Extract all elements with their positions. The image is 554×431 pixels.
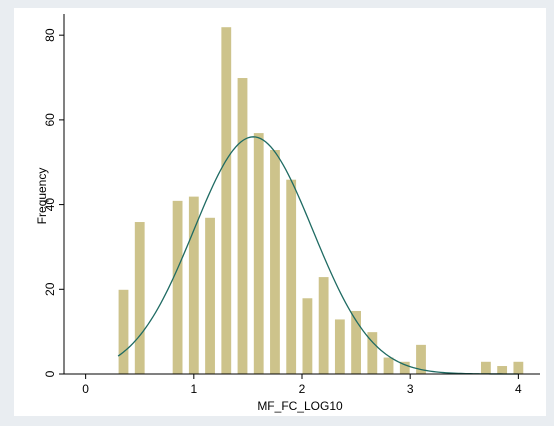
x-tick-label: 1 [190, 382, 197, 396]
normal-density-curve [117, 136, 519, 375]
y-tick-label: 20 [43, 282, 57, 296]
y-tick-label: 80 [43, 28, 57, 42]
x-axis-label: MF_FC_LOG10 [257, 399, 343, 413]
histogram-bar [480, 360, 492, 375]
histogram-bar [301, 297, 314, 375]
y-axis-label: Frequency [35, 168, 49, 225]
histogram-bar [204, 216, 216, 375]
y-tick-label: 40 [43, 198, 57, 212]
histogram-bar [333, 318, 346, 375]
histogram-bar [317, 276, 330, 375]
y-tick-label: 60 [43, 113, 57, 127]
histogram-bar [187, 195, 200, 375]
x-tick-label: 0 [82, 382, 89, 396]
histogram-bar [220, 26, 233, 375]
histogram-bar [117, 288, 130, 375]
histogram-bar [133, 221, 146, 375]
histogram-bar [252, 132, 265, 375]
histogram-bar [269, 149, 281, 375]
histogram-bar [236, 77, 249, 375]
x-tick-label: 2 [299, 382, 306, 396]
histogram-bar [171, 199, 184, 375]
histogram-bar [382, 356, 395, 375]
x-tick-label: 4 [515, 382, 522, 396]
y-tick-label: 0 [43, 370, 57, 377]
x-tick-label: 3 [407, 382, 414, 396]
histogram-bar [496, 365, 509, 375]
histogram-bar [512, 360, 525, 375]
histogram-bar [285, 178, 298, 375]
